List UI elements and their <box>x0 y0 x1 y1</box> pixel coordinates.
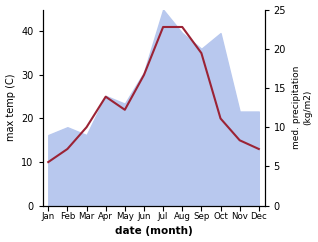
Y-axis label: max temp (C): max temp (C) <box>5 74 16 141</box>
Y-axis label: med. precipitation
(kg/m2): med. precipitation (kg/m2) <box>292 66 313 149</box>
X-axis label: date (month): date (month) <box>115 227 192 236</box>
